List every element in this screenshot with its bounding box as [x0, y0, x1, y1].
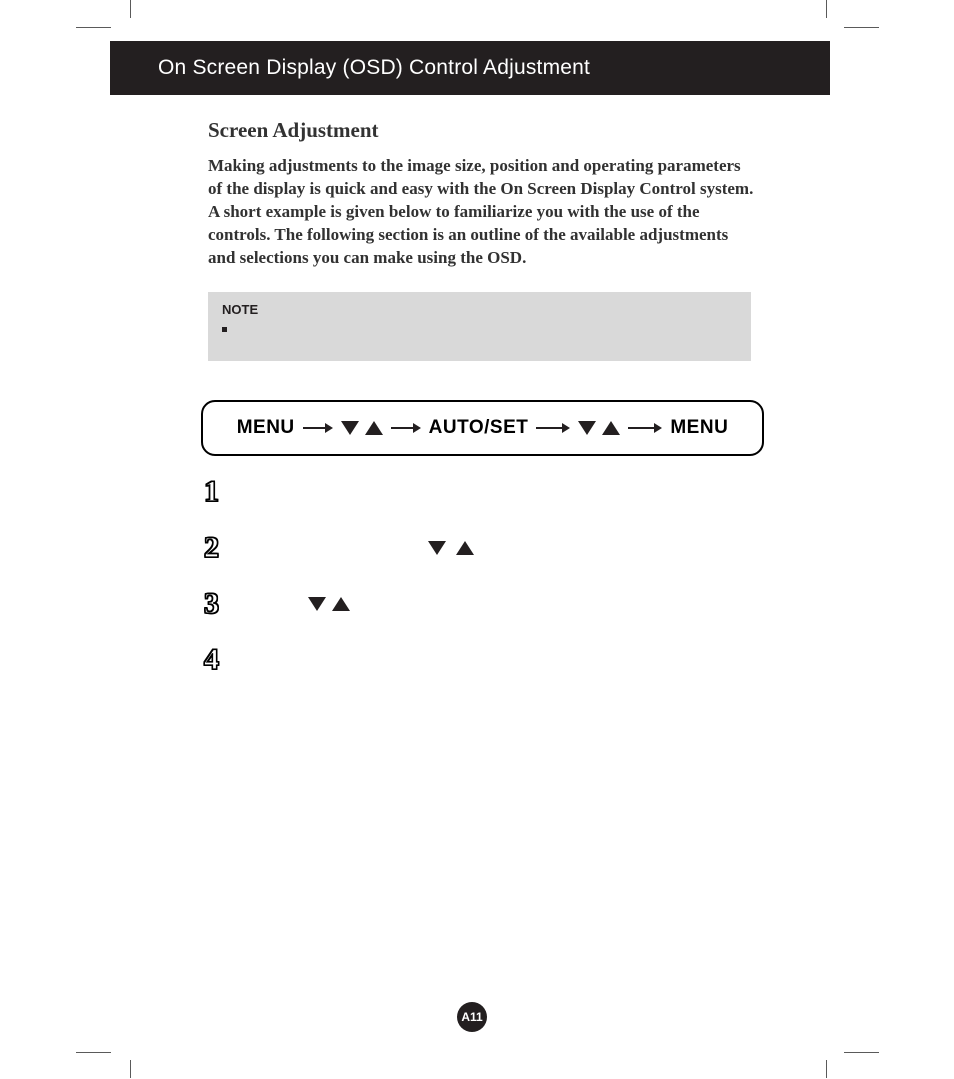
page-number: A11 — [461, 1010, 482, 1024]
arrow-right-icon — [536, 422, 570, 434]
step-row: 1 — [204, 478, 474, 506]
bullet-icon — [222, 327, 227, 332]
step-row: 2 — [204, 534, 474, 562]
down-up-triangles-icon — [578, 421, 620, 435]
step-number: 3 — [204, 587, 228, 621]
triangle-up-icon — [365, 421, 383, 435]
page-number-badge: A11 — [457, 1002, 487, 1032]
triangle-up-icon — [602, 421, 620, 435]
triangle-down-icon — [578, 421, 596, 435]
flow-label-menu: MENU — [237, 417, 295, 439]
triangle-down-icon — [428, 541, 446, 555]
crop-mark — [76, 1052, 111, 1053]
crop-mark — [826, 1060, 827, 1078]
section-heading: Screen Adjustment — [208, 118, 758, 143]
crop-mark — [130, 1060, 131, 1078]
section-body: Making adjustments to the image size, po… — [208, 155, 758, 270]
crop-mark — [76, 27, 111, 28]
flow-label-menu: MENU — [670, 417, 728, 439]
crop-mark — [826, 0, 827, 18]
crop-mark — [844, 27, 879, 28]
flow-label-autoset: AUTO/SET — [429, 417, 529, 439]
down-up-triangles-icon — [308, 597, 350, 611]
down-up-triangles-icon — [341, 421, 383, 435]
steps-list: 1 2 3 4 — [204, 478, 474, 702]
arrow-right-icon — [628, 422, 662, 434]
note-label: NOTE — [222, 302, 737, 317]
manual-page: On Screen Display (OSD) Control Adjustme… — [0, 0, 954, 1079]
page-title-bar: On Screen Display (OSD) Control Adjustme… — [110, 41, 830, 95]
step-row: 4 — [204, 646, 474, 674]
crop-mark — [844, 1052, 879, 1053]
step-number: 2 — [204, 531, 228, 565]
content-column: Screen Adjustment Making adjustments to … — [208, 118, 758, 361]
button-flow-diagram: MENU AUTO/SET MENU — [201, 400, 764, 456]
crop-mark — [130, 0, 131, 18]
arrow-right-icon — [391, 422, 421, 434]
step-number: 4 — [204, 643, 228, 677]
note-box: NOTE — [208, 292, 751, 361]
triangle-down-icon — [341, 421, 359, 435]
step-row: 3 — [204, 590, 474, 618]
triangle-down-icon — [308, 597, 326, 611]
triangle-up-icon — [456, 541, 474, 555]
arrow-right-icon — [303, 422, 333, 434]
triangle-up-icon — [332, 597, 350, 611]
step-number: 1 — [204, 475, 228, 509]
page-title: On Screen Display (OSD) Control Adjustme… — [158, 56, 590, 80]
down-up-triangles-icon — [428, 541, 474, 555]
